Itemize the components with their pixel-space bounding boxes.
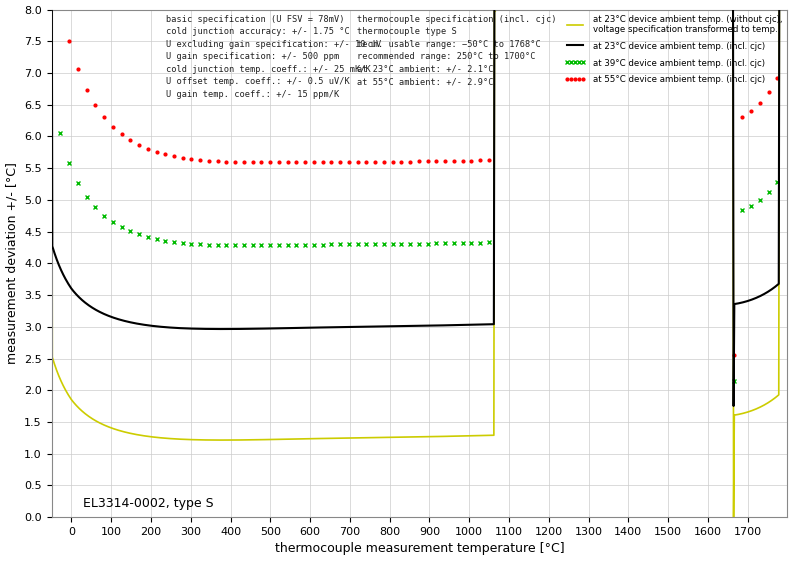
at 23°C device ambient temp. (incl. cjc) (729, 403, 738, 410)
at 55°C device ambient temp. (incl. cjc) (772, 75, 782, 81)
at 55°C device ambient temp. (incl. cjc) (90, 102, 100, 109)
at 39°C device ambient temp. (incl. cjc) (90, 204, 100, 211)
at 39°C device ambient temp. (incl. cjc) (729, 377, 738, 384)
at 39°C device ambient temp. (incl. cjc) (772, 178, 782, 185)
Text: EL3314-0002, type S: EL3314-0002, type S (83, 496, 214, 509)
Line: at 55°C device ambient temp. (incl. cjc): at 55°C device ambient temp. (incl. cjc) (49, 0, 780, 358)
X-axis label: thermocouple measurement temperature [°C]: thermocouple measurement temperature [°C… (274, 542, 565, 555)
at 23°C device ambient temp. (without cjc),
voltage specification transformed to temp. (121, 429, 131, 436)
at 39°C device ambient temp. (incl. cjc) (370, 241, 380, 247)
at 23°C device ambient temp. (without cjc),
voltage specification transformed to temp. (367, 434, 377, 441)
at 39°C device ambient temp. (incl. cjc) (405, 241, 415, 247)
at 55°C device ambient temp. (incl. cjc) (405, 158, 415, 165)
Legend: at 23°C device ambient temp. (without cjc),
voltage specification transformed to: at 23°C device ambient temp. (without cj… (561, 11, 786, 88)
Text: basic specification (U FSV = 78mV)
cold junction accuracy: +/- 1.75 °C
U excludi: basic specification (U FSV = 78mV) cold … (166, 15, 381, 99)
at 23°C device ambient temp. (without cjc),
voltage specification transformed to temp. (729, 514, 738, 521)
at 23°C device ambient temp. (without cjc),
voltage specification transformed to temp. (341, 435, 351, 442)
Line: at 23°C device ambient temp. (without cjc),
voltage specification transformed to temp.: at 23°C device ambient temp. (without cj… (52, 0, 780, 517)
Line: at 23°C device ambient temp. (incl. cjc): at 23°C device ambient temp. (incl. cjc) (52, 0, 780, 406)
at 55°C device ambient temp. (incl. cjc) (56, 0, 65, 1)
at 23°C device ambient temp. (incl. cjc) (341, 324, 351, 330)
at 23°C device ambient temp. (incl. cjc) (121, 318, 131, 325)
at 55°C device ambient temp. (incl. cjc) (370, 158, 380, 165)
Text: thermocouple specification (incl. cjc)
thermocouple type S
tech. usable range: −: thermocouple specification (incl. cjc) t… (357, 15, 557, 86)
at 55°C device ambient temp. (incl. cjc) (729, 352, 738, 358)
at 39°C device ambient temp. (incl. cjc) (56, 130, 65, 136)
Line: at 39°C device ambient temp. (incl. cjc): at 39°C device ambient temp. (incl. cjc) (49, 0, 780, 383)
at 23°C device ambient temp. (incl. cjc) (367, 323, 377, 330)
Y-axis label: measurement deviation +/- [°C]: measurement deviation +/- [°C] (6, 163, 18, 364)
